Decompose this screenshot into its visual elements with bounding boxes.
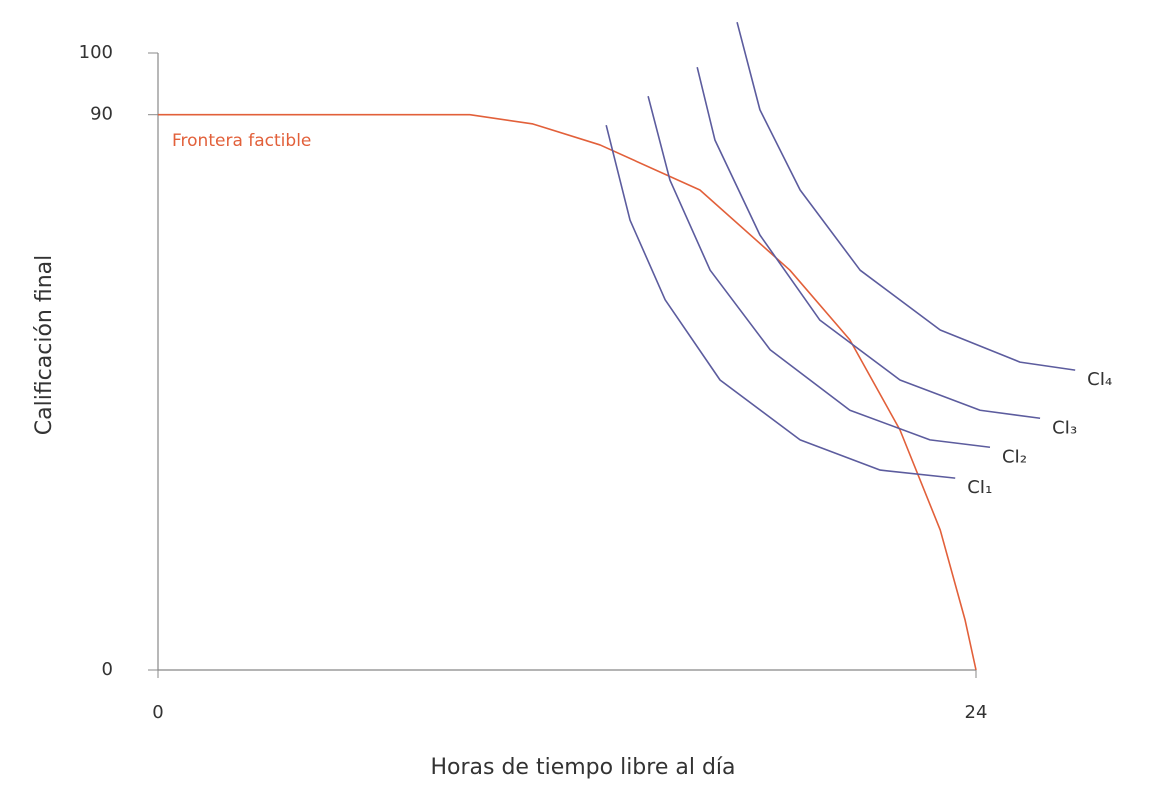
series-line	[696, 67, 1041, 420]
series-label: CI₃	[1052, 417, 1077, 438]
series-line	[736, 21, 1076, 371]
y-tick-label: 0	[102, 659, 113, 680]
x-axis-label: Horas de tiempo libre al día	[430, 755, 735, 780]
y-axis-label: Calificación final	[32, 255, 57, 436]
series-line	[158, 113, 977, 671]
series-label: CI₁	[967, 477, 992, 498]
series-label: CI₄	[1087, 369, 1112, 390]
series-line	[647, 95, 991, 449]
x-tick-label: 0	[152, 702, 163, 723]
series-label: CI₂	[1002, 446, 1027, 467]
y-tick-label: 100	[79, 42, 113, 63]
x-tick-label: 24	[965, 702, 988, 723]
series-label: Frontera factible	[172, 131, 311, 151]
series-line	[605, 124, 956, 479]
y-tick-label: 90	[90, 104, 113, 125]
